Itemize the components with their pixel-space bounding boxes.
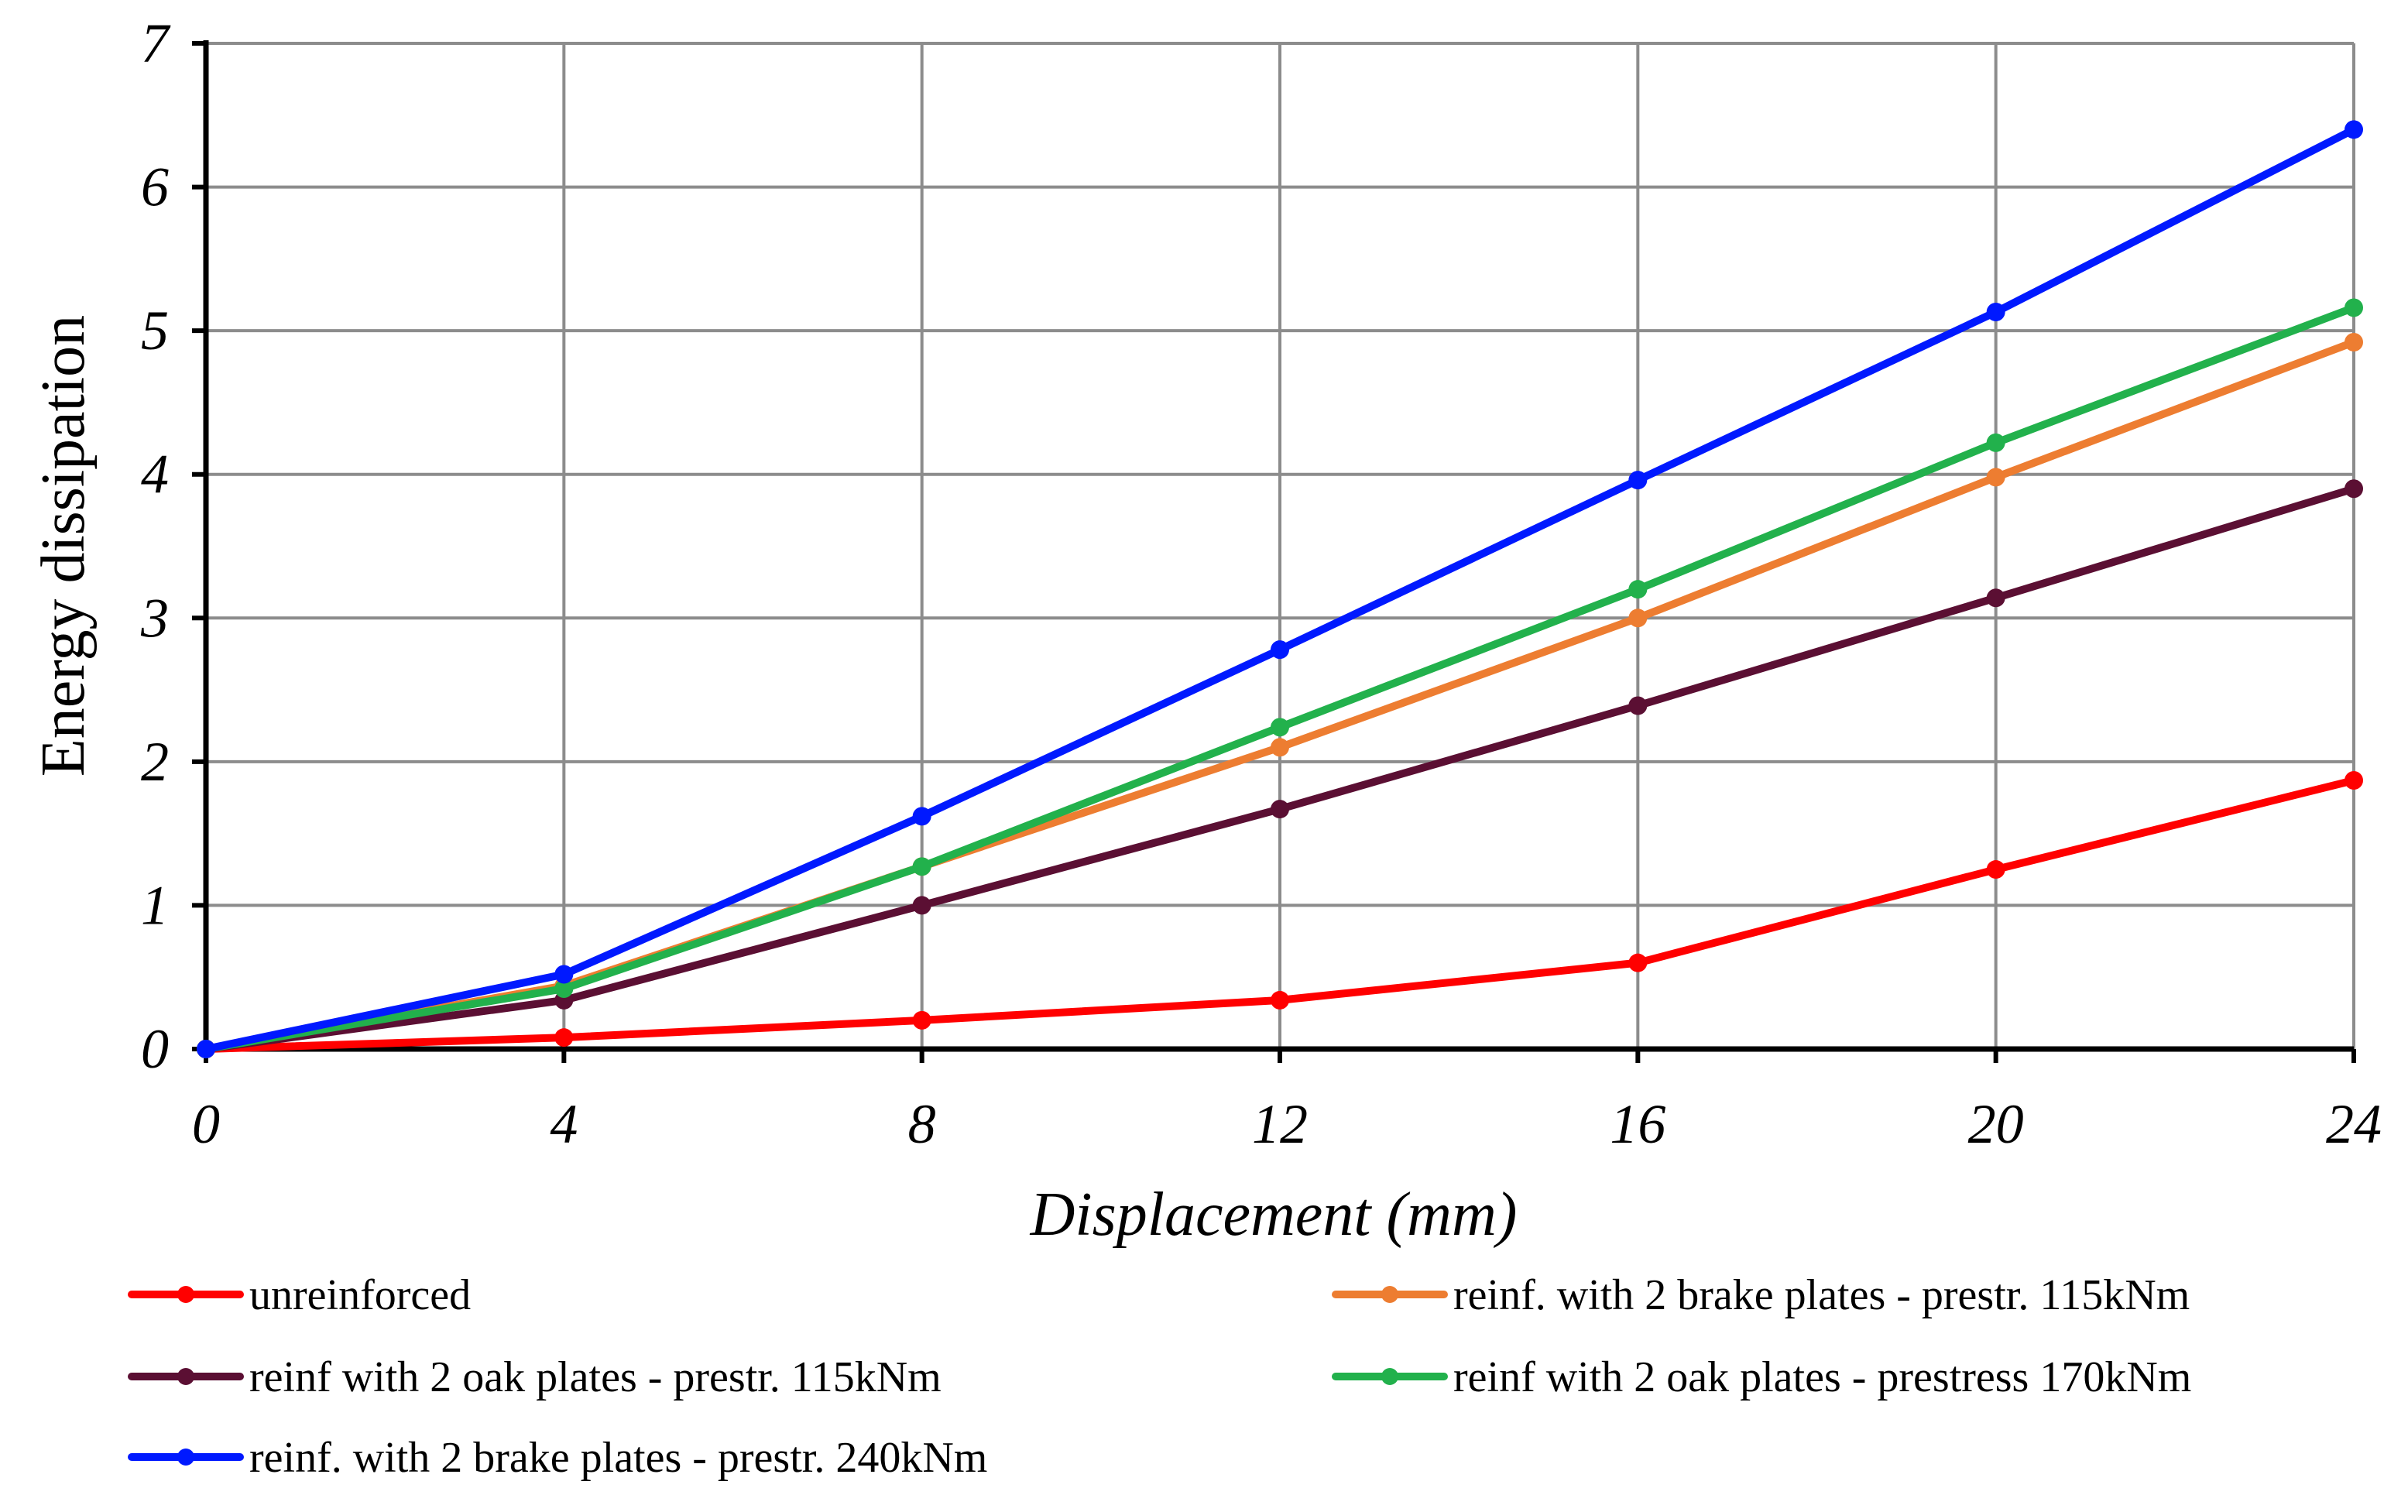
- series-3: [197, 479, 2363, 1058]
- data-point: [1628, 471, 1648, 490]
- x-tick-label: 16: [1610, 1093, 1665, 1155]
- data-point: [1628, 580, 1648, 599]
- y-tick-label: 1: [141, 874, 169, 936]
- y-axis-title: Energy dissipation: [29, 315, 98, 777]
- data-point: [1986, 860, 2005, 879]
- data-point: [554, 1028, 574, 1047]
- x-tick-label: 12: [1252, 1093, 1308, 1155]
- data-point: [1271, 990, 1289, 1010]
- legend-swatch-marker: [1381, 1286, 1398, 1303]
- data-point: [554, 979, 574, 999]
- y-tick-label: 0: [141, 1018, 169, 1080]
- data-point: [912, 857, 931, 876]
- data-point: [2345, 479, 2363, 499]
- data-point: [1986, 588, 2005, 608]
- data-point: [2345, 332, 2363, 351]
- legend-swatch-marker: [1381, 1368, 1398, 1385]
- data-point: [554, 965, 574, 984]
- legend-label: reinf with 2 oak plates - prestress 170k…: [1453, 1353, 2191, 1401]
- y-tick-label: 3: [140, 587, 169, 649]
- series-1: [197, 770, 2363, 1058]
- y-tick-label: 5: [141, 300, 169, 362]
- y-tick-label: 4: [141, 444, 169, 506]
- legend-label: reinf. with 2 brake plates - prestr. 240…: [249, 1434, 987, 1482]
- data-point: [1986, 433, 2005, 452]
- data-point: [1271, 640, 1289, 660]
- x-tick-label: 4: [550, 1093, 578, 1155]
- legend-swatch-marker: [177, 1286, 194, 1303]
- x-tick-label: 24: [2326, 1093, 2382, 1155]
- y-tick-label: 6: [141, 156, 169, 218]
- data-point: [1986, 303, 2005, 322]
- data-point: [2345, 298, 2363, 317]
- data-point: [912, 807, 931, 826]
- axes-layer: [192, 40, 2356, 1063]
- legend-label: reinf. with 2 brake plates - prestr. 115…: [1453, 1271, 2190, 1319]
- y-tick-label: 7: [141, 12, 171, 74]
- series-layer: [197, 120, 2363, 1058]
- series-5: [197, 120, 2363, 1058]
- x-tick-label: 8: [908, 1093, 936, 1155]
- data-point: [197, 1040, 215, 1058]
- x-tick-label: 20: [1968, 1093, 2024, 1155]
- data-point: [2345, 770, 2363, 790]
- data-point: [1986, 468, 2005, 487]
- data-point: [1271, 738, 1289, 757]
- data-point: [1271, 718, 1289, 737]
- legend-item-1: unreinforced: [128, 1271, 471, 1319]
- legend-item-3: reinf with 2 oak plates - prestr. 115kNm: [128, 1353, 942, 1401]
- legend-swatch-marker: [177, 1368, 194, 1385]
- data-point: [2345, 120, 2363, 139]
- legend-item-5: reinf. with 2 brake plates - prestr. 240…: [128, 1434, 987, 1482]
- legend-item-4: reinf with 2 oak plates - prestress 170k…: [1332, 1353, 2191, 1401]
- grid-layer: [206, 42, 2355, 1049]
- legend-label: reinf with 2 oak plates - prestr. 115kNm: [249, 1353, 942, 1401]
- x-axis-title: Displacement (mm): [1030, 1181, 1518, 1249]
- data-point: [1628, 609, 1648, 628]
- legend-item-2: reinf. with 2 brake plates - prestr. 115…: [1332, 1271, 2190, 1319]
- y-tick-label: 2: [141, 731, 169, 793]
- legend: unreinforced reinf. with 2 brake plates -…: [128, 1271, 2191, 1482]
- x-tick-label: 0: [192, 1093, 220, 1155]
- data-point: [912, 1010, 931, 1030]
- legend-swatch-marker: [177, 1449, 194, 1466]
- data-point: [912, 896, 931, 915]
- legend-label: unreinforced: [249, 1271, 471, 1319]
- data-point: [1628, 696, 1648, 715]
- data-point: [1271, 800, 1289, 819]
- data-point: [1628, 953, 1648, 972]
